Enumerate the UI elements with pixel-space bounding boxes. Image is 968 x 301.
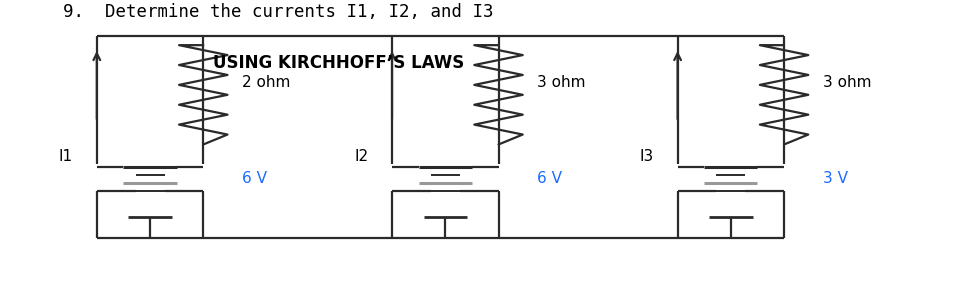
Text: 3 ohm: 3 ohm [823,75,871,90]
Text: 9.  Determine the currents I1, I2, and I3: 9. Determine the currents I1, I2, and I3 [63,3,494,21]
Text: I2: I2 [354,149,368,164]
Text: 2 ohm: 2 ohm [242,75,290,90]
Text: 3 ohm: 3 ohm [537,75,586,90]
Text: 6 V: 6 V [242,171,267,186]
Text: I3: I3 [640,149,653,164]
Text: I1: I1 [59,149,73,164]
Text: USING KIRCHHOFF’S LAWS: USING KIRCHHOFF’S LAWS [213,54,465,72]
Text: 6 V: 6 V [537,171,562,186]
Text: 3 V: 3 V [823,171,848,186]
